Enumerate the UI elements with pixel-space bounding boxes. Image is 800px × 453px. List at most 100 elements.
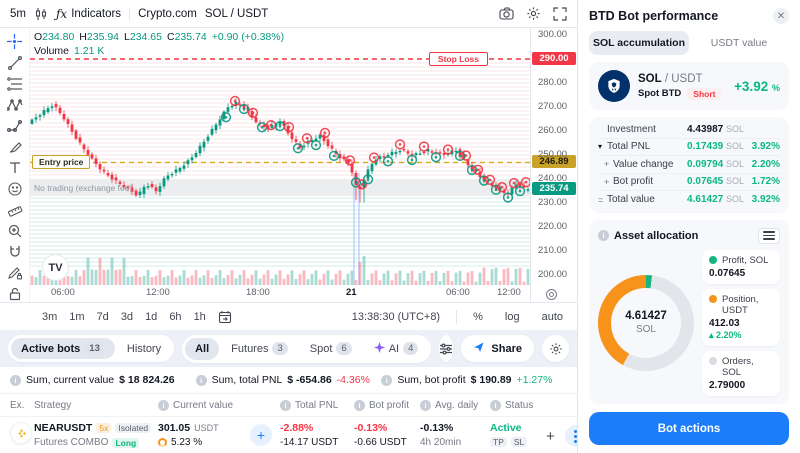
filter-ai[interactable]: AI 4 [364,338,429,360]
snapshot-camera-icon[interactable] [499,7,514,20]
share-button[interactable]: Share [461,335,534,362]
panel-settings-gear-icon[interactable] [542,335,569,362]
magnet-icon[interactable] [7,243,23,260]
filter-spot[interactable]: Spot 6 [300,338,362,360]
buy-order-marker[interactable] [362,174,374,185]
candle-style-icon[interactable] [34,7,48,21]
sell-order-marker[interactable] [301,133,313,144]
sell-order-marker[interactable] [344,155,356,166]
add-funds-button[interactable]: + [250,424,272,446]
lock-all-icon[interactable] [7,285,23,302]
header-status[interactable]: i Status [490,399,546,411]
buy-order-marker[interactable] [238,103,250,115]
range-button-6h[interactable]: 6h [163,308,187,326]
tab-history[interactable]: History [117,338,171,359]
range-button-7d[interactable]: 7d [91,308,115,326]
filter-settings-icon[interactable] [439,335,454,362]
buy-order-marker[interactable] [514,186,526,197]
xabcd-pattern-icon[interactable] [6,96,23,113]
crosshair-icon[interactable] [6,33,23,50]
sell-order-marker[interactable] [508,177,520,189]
header-avg-daily[interactable]: i Avg. daily [420,399,490,411]
header-strategy[interactable]: Strategy [34,399,72,411]
log-scale-button[interactable]: log [499,308,526,326]
zoom-in-icon[interactable] [7,222,23,239]
buy-order-marker[interactable] [382,156,394,167]
sell-order-marker[interactable] [484,174,496,185]
bot-actions-button[interactable]: Bot actions [589,412,789,445]
ruler-icon[interactable] [7,201,23,218]
range-button-1d[interactable]: 1d [139,308,163,326]
filter-all[interactable]: All [185,337,220,360]
time-axis[interactable]: 06:00 12:00 18:00 21 06:00 12:00 [30,287,530,302]
text-tool-icon[interactable] [7,159,23,176]
header-total-pnl[interactable]: i Total PNL [280,399,354,411]
sell-order-marker[interactable] [356,179,368,190]
sell-order-marker[interactable] [368,152,380,163]
sell-order-marker[interactable] [442,144,454,155]
fib-retracement-icon[interactable] [6,75,23,92]
sell-order-marker[interactable] [283,121,295,133]
exchange-button[interactable]: Crypto.com [138,7,197,20]
clock-button[interactable]: 13:38:30 (UTC+8) [346,308,446,326]
auto-scale-button[interactable]: auto [536,308,569,326]
price-scale-settings-icon[interactable] [546,289,557,300]
buy-order-marker[interactable] [490,184,502,195]
buy-order-marker[interactable] [350,177,362,188]
info-icon[interactable]: i [10,374,21,386]
fullscreen-icon[interactable] [553,6,567,21]
sell-order-marker[interactable] [247,107,259,118]
symbol-button[interactable]: SOL / USDT [204,7,269,20]
filter-futures[interactable]: Futures 3 [221,338,298,360]
buy-order-marker[interactable] [478,175,490,186]
range-button-3d[interactable]: 3d [115,308,139,326]
percent-scale-button[interactable]: % [467,308,489,326]
buy-order-marker[interactable] [328,150,340,162]
emoji-icon[interactable] [7,180,23,197]
stat-total-pnl[interactable]: ▾ Total PNL 0.17439 SOL 3.92% [598,139,780,156]
info-icon[interactable]: i [381,374,393,386]
sell-order-marker[interactable] [472,164,484,175]
sell-order-marker[interactable] [496,182,508,193]
legend-toggle-icon[interactable] [758,227,780,244]
info-icon[interactable]: i [195,374,207,386]
settings-gear-icon[interactable] [526,6,541,21]
tab-active-bots[interactable]: Active bots 13 [11,338,115,359]
range-button-1h[interactable]: 1h [188,308,212,326]
buy-order-marker[interactable] [454,150,466,162]
bot-table-row[interactable]: NEARUSDT 5x Isolated Futures COMBO Long … [0,417,577,453]
price-chart[interactable] [30,28,530,302]
brush-icon[interactable] [7,138,23,155]
stop-loss-label[interactable]: Stop Loss [428,52,488,66]
drawing-lock-icon[interactable] [7,264,23,281]
tab-usdt-value[interactable]: USDT value [689,31,789,55]
entry-price-label[interactable]: Entry price [32,155,91,169]
header-bot-profit[interactable]: i Bot profit [354,399,420,411]
buy-order-marker[interactable] [292,143,304,154]
indicators-button[interactable]: ƒx Indicators [55,6,122,21]
info-icon[interactable]: i [598,230,609,241]
tab-sol-accumulation[interactable]: SOL accumulation [589,31,689,55]
sell-order-marker[interactable] [319,127,331,139]
header-current-value[interactable]: i Current value [158,399,250,411]
sell-order-marker[interactable] [394,139,406,150]
prediction-tool-icon[interactable] [6,117,23,134]
buy-order-marker[interactable] [406,154,418,166]
sell-order-marker[interactable] [460,150,472,161]
sell-order-marker[interactable] [520,176,530,188]
close-icon[interactable]: ✕ [773,8,789,24]
chart-canvas[interactable]: O234.80 H235.94 L234.65 C235.74 +0.90 (+… [30,28,530,302]
buy-order-marker[interactable] [220,112,232,123]
buy-order-marker[interactable] [310,139,322,151]
range-button-3m[interactable]: 3m [36,308,63,326]
sell-order-marker[interactable] [229,95,241,107]
trend-line-icon[interactable] [7,54,23,71]
price-axis[interactable]: 290.00 246.89 235.74 300.00 280.00 270.00 2… [530,28,577,302]
go-to-date-icon[interactable] [218,310,232,324]
row-add-icon[interactable]: + [546,427,555,445]
sell-order-marker[interactable] [418,141,430,152]
buy-order-marker[interactable] [502,192,514,203]
buy-order-marker[interactable] [430,152,442,163]
buy-order-marker[interactable] [466,164,478,176]
interval-button[interactable]: 5m [10,7,26,20]
